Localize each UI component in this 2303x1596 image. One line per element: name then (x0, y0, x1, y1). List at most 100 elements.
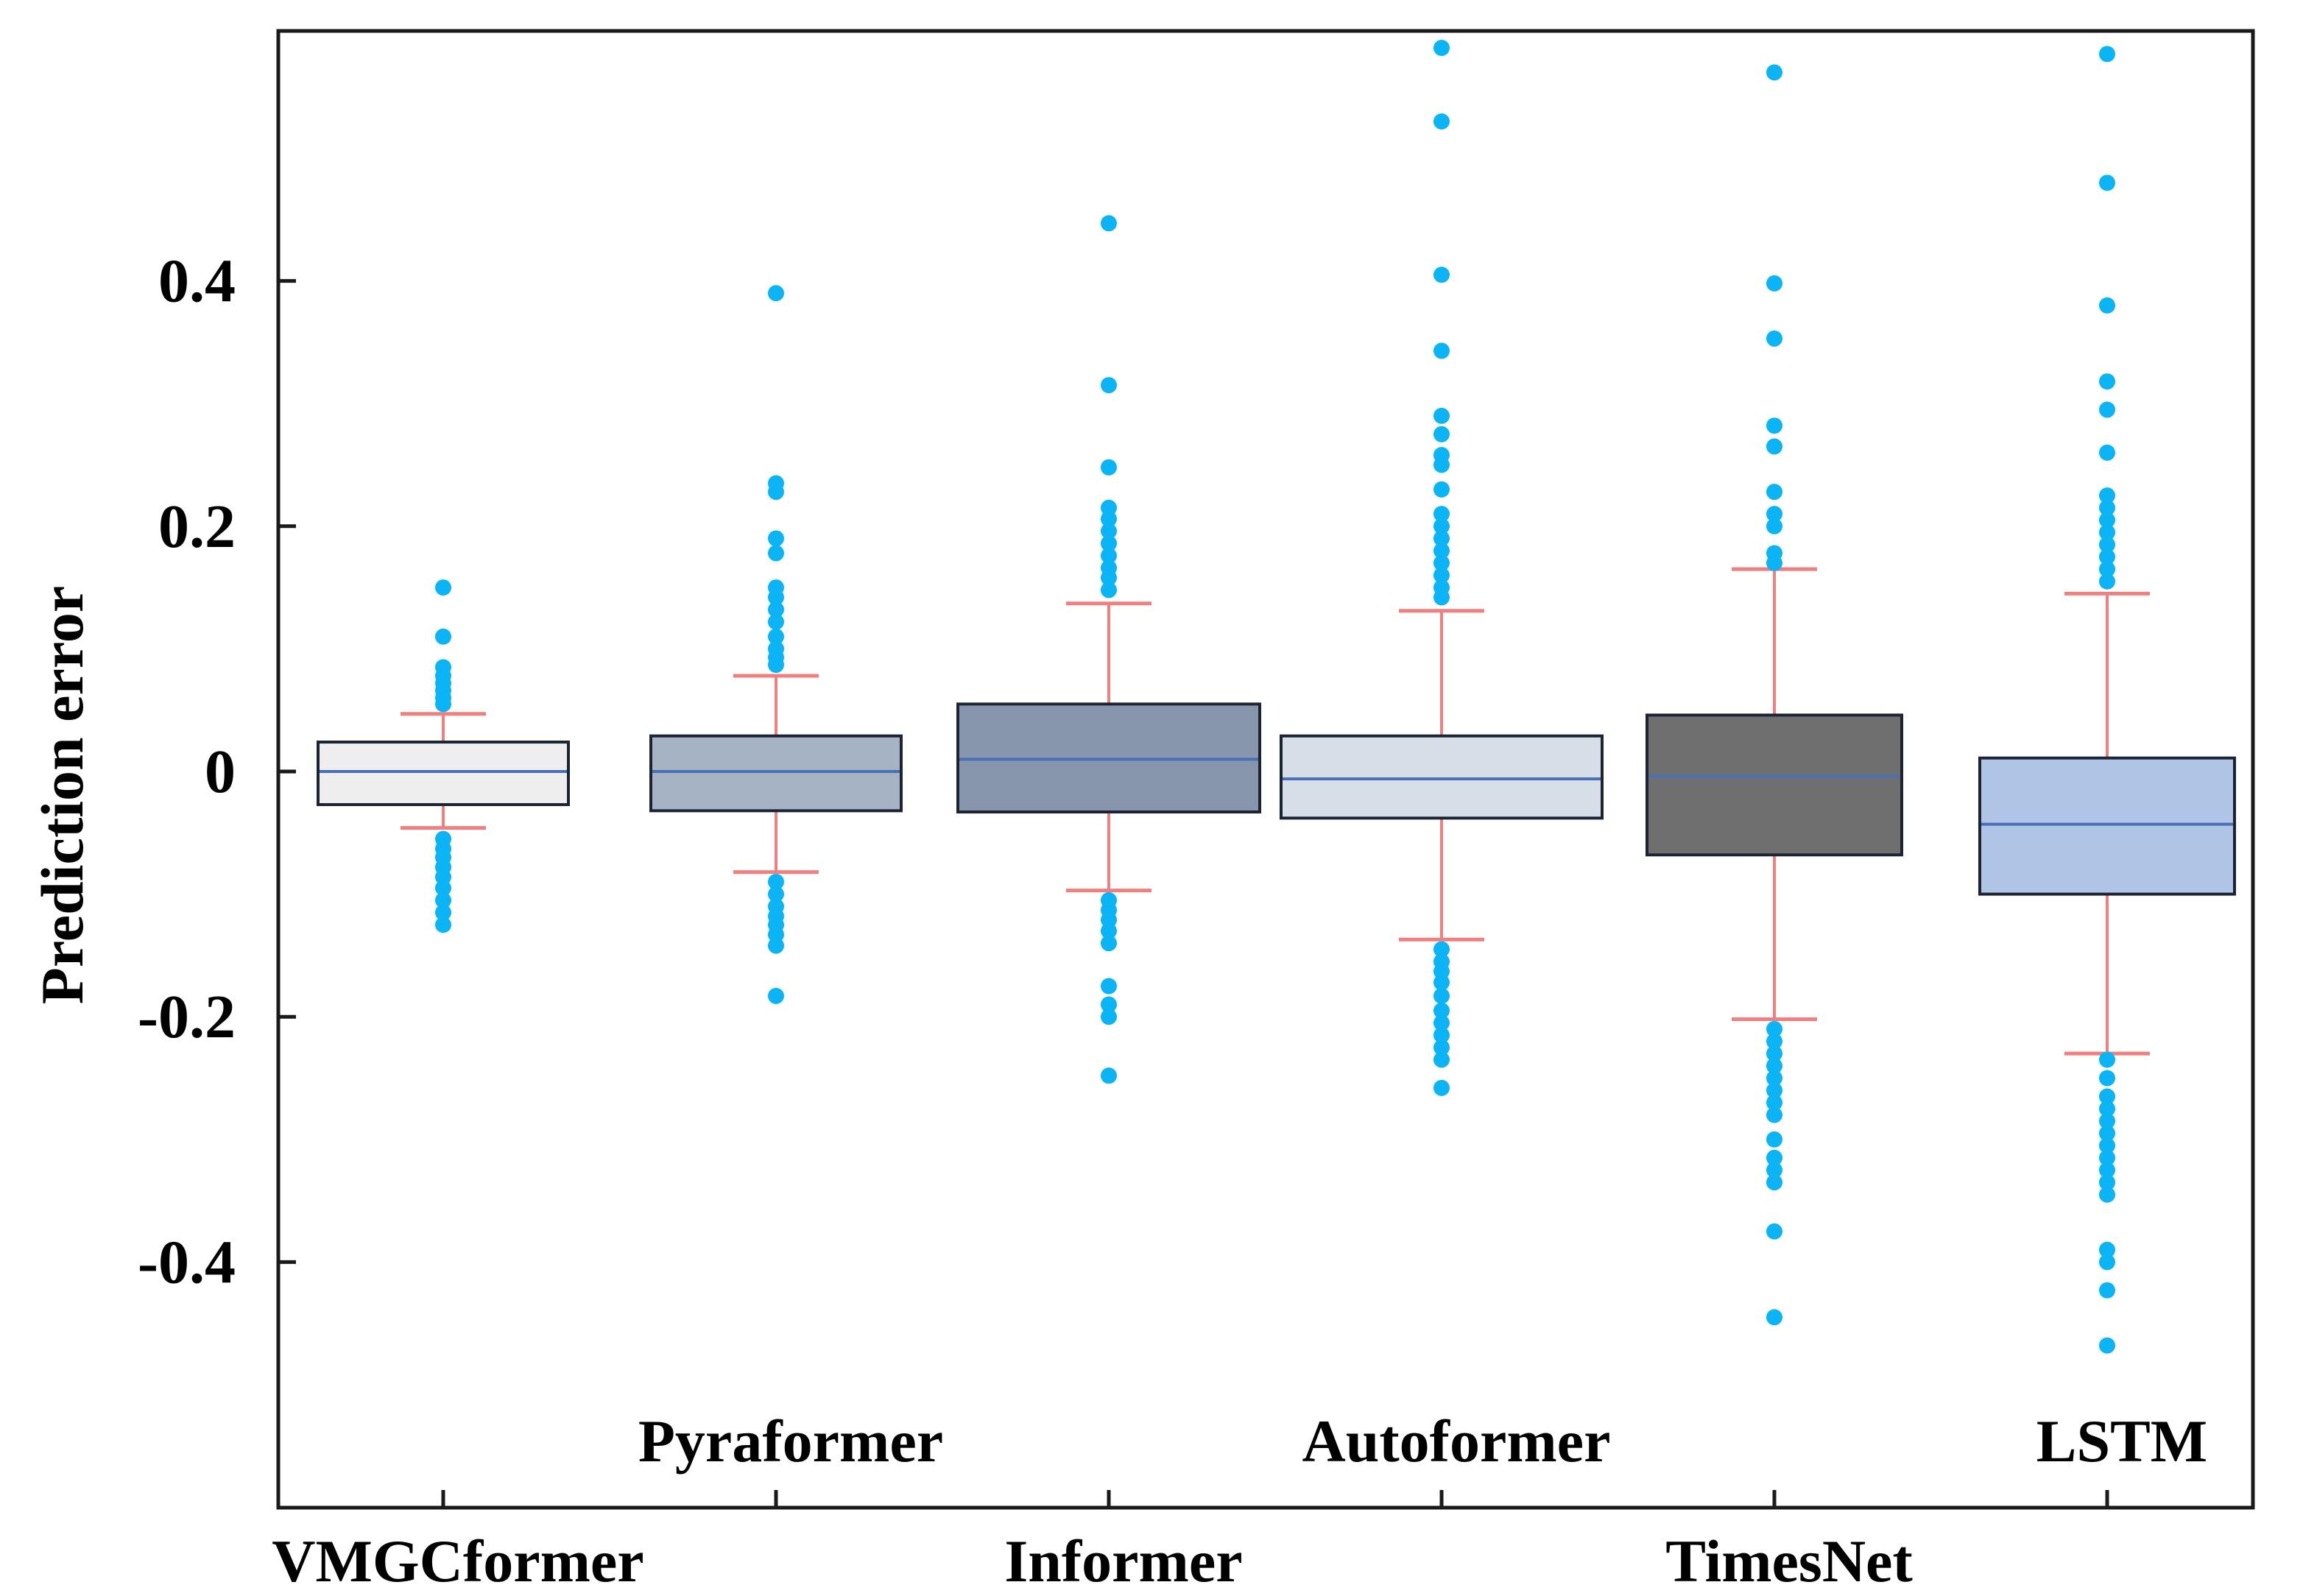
outlier-point (1433, 456, 1450, 473)
outlier-point (2099, 548, 2115, 565)
outlier-point (2099, 499, 2115, 516)
box-group-autoformer (1280, 40, 1604, 1096)
outlier-point (1433, 987, 1450, 1004)
outlier-point (1766, 64, 1782, 81)
outlier-point (2099, 1337, 2115, 1354)
outlier-point (2099, 512, 2115, 529)
outlier-point (435, 904, 451, 921)
outlier-point (2099, 536, 2115, 553)
outlier-point (1101, 535, 1117, 552)
outlier-point (1766, 1106, 1782, 1123)
outlier-point (1766, 1082, 1782, 1099)
y-tick-label: -0.2 (138, 983, 236, 1051)
outlier-point (1766, 1131, 1782, 1148)
outlier-point (1433, 481, 1450, 498)
outlier-point (435, 917, 451, 933)
box-iqr (1280, 734, 1604, 820)
y-tick-label: 0.2 (158, 492, 236, 561)
plot-frame (276, 29, 2255, 1510)
outlier-point (1766, 1162, 1782, 1179)
outlier-point (1766, 518, 1782, 534)
outlier-point (1433, 342, 1450, 359)
outlier-point (1766, 1057, 1782, 1074)
outlier-point (1766, 1020, 1782, 1037)
outlier-point (1766, 484, 1782, 501)
outlier-point (1101, 1009, 1117, 1025)
outlier-point (1433, 543, 1450, 559)
outlier-point (1433, 974, 1450, 991)
outlier-point (2099, 561, 2115, 578)
outlier-point (1101, 582, 1117, 598)
outlier-point (768, 628, 784, 645)
outlier-point (2099, 1051, 2115, 1068)
outlier-point (1433, 426, 1450, 442)
outlier-point (2099, 297, 2115, 314)
outlier-point (2099, 1162, 2115, 1179)
y-axis-title: Prediction error (29, 586, 96, 1004)
outlier-point (2099, 373, 2115, 390)
outlier-point (1766, 1033, 1782, 1050)
outlier-point (435, 579, 451, 596)
outlier-point (1766, 1223, 1782, 1240)
outlier-point (2099, 1101, 2115, 1117)
outlier-point (1101, 569, 1117, 586)
outlier-point (1766, 1309, 1782, 1326)
box-group-lstm (1978, 46, 2236, 1354)
outlier-point (2099, 401, 2115, 418)
outlier-point (1433, 266, 1450, 283)
outlier-point (2099, 1282, 2115, 1299)
outlier-point (1433, 1051, 1450, 1068)
outlier-point (1101, 547, 1117, 564)
box-group-pyraformer (649, 285, 903, 1004)
outlier-point (2099, 1186, 2115, 1203)
outlier-point (2099, 1174, 2115, 1191)
outlier-point (1101, 459, 1117, 476)
box-iqr (1646, 713, 1903, 857)
outlier-point (1433, 506, 1450, 523)
outlier-point (2099, 444, 2115, 461)
outlier-point (1433, 113, 1450, 130)
outlier-point (768, 886, 784, 903)
outlier-point (1766, 1094, 1782, 1111)
x-category-label: Autoformer (1302, 1408, 1611, 1475)
outlier-point (2099, 524, 2115, 541)
outlier-point (2099, 1241, 2115, 1258)
outlier-point (1433, 567, 1450, 584)
outlier-point (1101, 996, 1117, 1013)
outlier-point (2099, 1137, 2115, 1154)
outlier-point (1766, 275, 1782, 292)
outlier-point (1766, 1070, 1782, 1087)
box-group-timesnet (1646, 64, 1903, 1326)
outlier-point (1433, 407, 1450, 424)
outlier-point (1766, 417, 1782, 434)
outlier-point (1433, 1039, 1450, 1056)
outlier-point (1101, 510, 1117, 527)
outlier-point (768, 937, 784, 954)
outlier-point (1101, 1067, 1117, 1084)
outlier-point (2099, 1149, 2115, 1166)
x-category-label: TimesNet (1665, 1528, 1913, 1595)
outlier-point (768, 484, 784, 501)
outlier-point (768, 530, 784, 547)
outlier-point (1766, 1174, 1782, 1191)
outlier-point (768, 873, 784, 890)
outlier-point (1766, 438, 1782, 455)
x-category-label: VMGCformer (272, 1528, 643, 1595)
outlier-point (435, 891, 451, 908)
outlier-point (2099, 174, 2115, 191)
outlier-point (2099, 1088, 2115, 1105)
box-iqr (649, 734, 903, 813)
outlier-point (768, 545, 784, 562)
x-category-label: Pyraformer (638, 1408, 943, 1475)
outlier-point (1766, 554, 1782, 571)
outlier-point (2099, 1070, 2115, 1087)
outlier-point (1766, 1045, 1782, 1062)
outlier-point (1433, 1079, 1450, 1096)
box-group-informer (956, 215, 1261, 1084)
outlier-point (1101, 215, 1117, 232)
box-iqr (1978, 756, 2236, 896)
outlier-point (768, 589, 784, 606)
outlier-point (2099, 1125, 2115, 1142)
outlier-point (435, 880, 451, 897)
